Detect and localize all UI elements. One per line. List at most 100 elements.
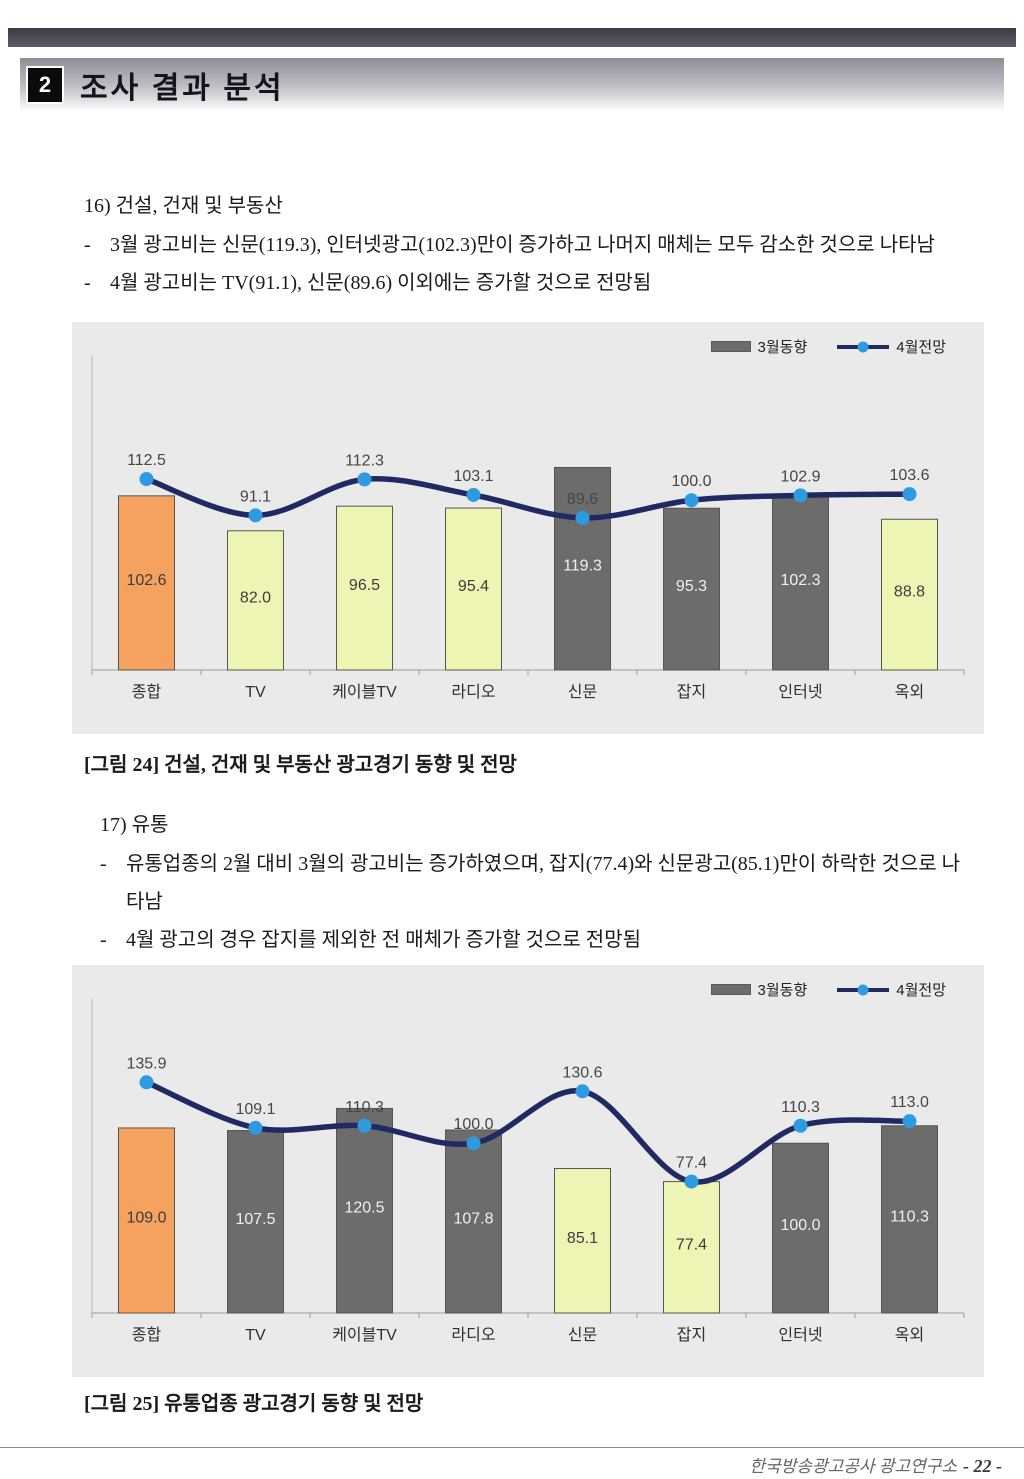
legend-label: 4월전망	[896, 339, 946, 356]
bullet-text: 4월 광고의 경우 잡지를 제외한 전 매체가 증가할 것으로 전망됨	[126, 929, 641, 951]
line-point-옥외	[902, 1114, 917, 1129]
line-value-label: 89.6	[567, 491, 598, 508]
bar-TV	[227, 1130, 284, 1314]
bar-value-label: 102.3	[780, 572, 820, 589]
bar-옥외	[881, 518, 938, 671]
section16-heading: 16) 건설, 건재 및 부동산	[84, 195, 283, 217]
line-point-케이블TV	[357, 472, 372, 487]
main-content: 16) 건설, 건재 및 부동산 - 3월 광고비는 신문(119.3), 인터…	[72, 192, 996, 1416]
bar-value-label: 109.0	[126, 1209, 166, 1226]
chart-figure-25: 109.0 135.9 종합 107.5 109.1 TV 120.5 110.3 케이블TV 1…	[72, 965, 984, 1377]
chart-figure-25-canvas: 109.0 135.9 종합 107.5 109.1 TV 120.5 110.3 케이블TV 1…	[91, 999, 965, 1344]
bar-value-label: 77.4	[676, 1236, 707, 1253]
bullet-text: 유통업종의 2월 대비 3월의 광고비는 증가하였으며, 잡지(77.4)와 신…	[126, 853, 961, 913]
legend-label: 3월동향	[757, 339, 808, 356]
category-label: 케이블TV	[332, 1326, 397, 1344]
chart-figure-24-canvas: 102.6 112.5 종합 82.0 91.1 TV 96.5 112.3 케이블TV 95.4…	[91, 356, 965, 701]
line-value-label: 112.5	[127, 452, 166, 469]
line-value-label: 110.3	[345, 1099, 384, 1116]
bar-신문	[554, 1168, 611, 1314]
category-label: 케이블TV	[332, 683, 397, 701]
bar-잡지	[663, 1181, 720, 1314]
bullet-item: - 유통업종의 2월 대비 3월의 광고비는 증가하였으며, 잡지(77.4)와…	[100, 845, 996, 921]
category-label: 종합	[132, 683, 162, 701]
bar-value-label: 88.8	[894, 584, 925, 601]
category-label: 라디오	[451, 683, 495, 701]
bar-인터넷	[772, 1142, 829, 1314]
bar-라디오	[445, 507, 502, 671]
line-point-TV	[248, 508, 263, 523]
line-value-label: 100.0	[453, 1116, 493, 1133]
line-value-label: 103.6	[889, 467, 929, 484]
bar-종합	[118, 495, 175, 671]
bar-value-label: 120.5	[344, 1200, 384, 1217]
category-label: 신문	[568, 1326, 597, 1344]
bar-라디오	[445, 1129, 502, 1314]
bullet-text: 4월 광고비는 TV(91.1), 신문(89.6) 이외에는 증가할 것으로 …	[110, 272, 652, 294]
category-label: 잡지	[677, 1326, 706, 1344]
chart-legend: 3월동향 4월전망	[710, 979, 946, 1000]
legend-item-march: 3월동향	[710, 979, 808, 1000]
line-value-label: 77.4	[676, 1155, 707, 1172]
line-value-label: 109.1	[235, 1101, 275, 1118]
bar-value-label: 82.0	[240, 589, 271, 606]
category-label: TV	[245, 1327, 266, 1344]
bar-TV	[227, 530, 284, 671]
category-label: TV	[245, 684, 266, 701]
line-value-label: 100.0	[671, 473, 711, 490]
page-footer: 한국방송광고공사 광고연구소 - 22 -	[749, 1452, 1002, 1477]
section-number-box: 2	[26, 66, 64, 104]
bullet-marker: -	[84, 272, 91, 294]
chart-legend: 3월동향 4월전망	[710, 336, 946, 357]
bar-value-label: 119.3	[563, 558, 602, 575]
category-label: 종합	[132, 1326, 162, 1344]
category-label: 옥외	[895, 1326, 924, 1344]
forecast-line	[143, 1079, 913, 1185]
bar-케이블TV	[336, 505, 393, 671]
bullet-marker: -	[100, 853, 107, 875]
legend-item-april: 4월전망	[837, 979, 946, 1000]
line-value-label: 110.3	[781, 1099, 820, 1116]
forecast-line	[143, 476, 913, 521]
legend-label: 4월전망	[896, 982, 946, 999]
line-point-잡지	[684, 493, 699, 508]
legend-label: 3월동향	[757, 982, 808, 999]
bar-value-label: 107.8	[453, 1211, 493, 1228]
bar-series-swatch	[710, 984, 751, 995]
chart-figure-24: 102.6 112.5 종합 82.0 91.1 TV 96.5 112.3 케이블TV 95.4…	[72, 322, 984, 734]
category-label: 인터넷	[778, 683, 822, 701]
line-value-label: 112.3	[345, 452, 384, 469]
line-point-케이블TV	[357, 1118, 372, 1133]
page-title: 조사 결과 분석	[80, 72, 285, 105]
legend-item-april: 4월전망	[837, 336, 946, 357]
category-label: 잡지	[677, 683, 706, 701]
bar-value-label: 100.0	[780, 1217, 820, 1234]
bar-신문	[554, 466, 611, 671]
line-point-라디오	[466, 487, 481, 502]
page-top-bar	[8, 28, 1016, 47]
bar-value-label: 96.5	[349, 577, 380, 594]
line-point-인터넷	[793, 1118, 808, 1133]
bullet-item: - 4월 광고비는 TV(91.1), 신문(89.6) 이외에는 증가할 것으…	[84, 264, 996, 302]
category-label: 신문	[568, 683, 597, 701]
section16-bullets: - 3월 광고비는 신문(119.3), 인터넷광고(102.3)만이 증가하고…	[84, 226, 996, 302]
bar-value-label: 110.3	[890, 1208, 929, 1225]
line-point-옥외	[902, 487, 917, 502]
line-point-종합	[139, 472, 154, 487]
category-label: 라디오	[451, 1326, 495, 1344]
line-point-종합	[139, 1075, 154, 1090]
line-series-swatch	[837, 341, 890, 352]
bar-케이블TV	[336, 1107, 393, 1314]
line-value-label: 103.1	[453, 468, 493, 485]
line-point-인터넷	[793, 488, 808, 503]
line-value-label: 130.6	[562, 1064, 602, 1081]
figure25-caption: [그림 25] 유통업종 광고경기 동향 및 전망	[84, 1393, 424, 1415]
section-header-band: 2 조사 결과 분석	[20, 58, 1004, 112]
line-point-신문	[575, 510, 590, 525]
category-label: 인터넷	[778, 1326, 822, 1344]
bullet-item: - 3월 광고비는 신문(119.3), 인터넷광고(102.3)만이 증가하고…	[84, 226, 996, 264]
bullet-item: - 4월 광고의 경우 잡지를 제외한 전 매체가 증가할 것으로 전망됨	[100, 921, 996, 959]
bar-value-label: 95.3	[676, 578, 707, 595]
figure24-caption: [그림 24] 건설, 건재 및 부동산 광고경기 동향 및 전망	[84, 754, 517, 776]
section17-bullets: - 유통업종의 2월 대비 3월의 광고비는 증가하였으며, 잡지(77.4)와…	[100, 845, 996, 959]
